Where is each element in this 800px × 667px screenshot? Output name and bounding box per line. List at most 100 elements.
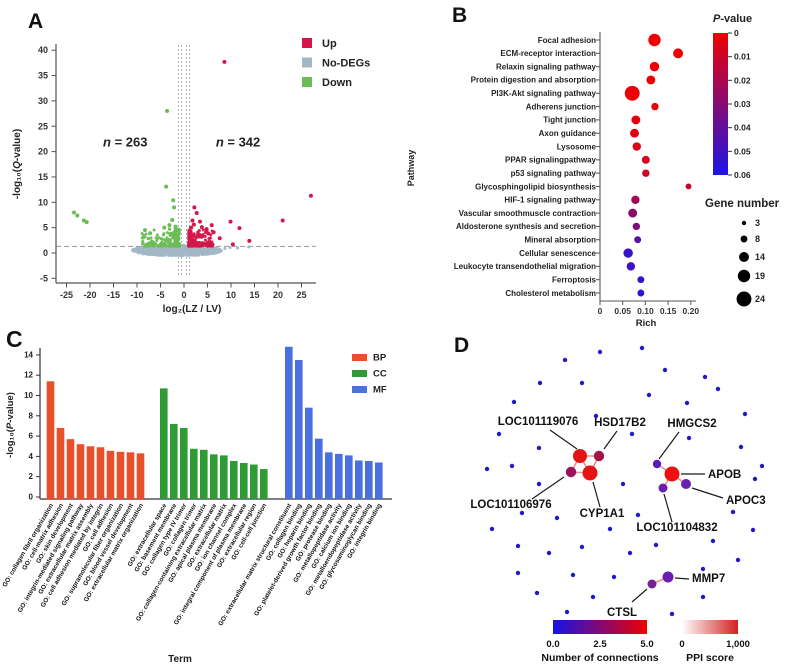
bar-cc bbox=[160, 388, 168, 499]
colorbar-tick-label: 5.0 bbox=[640, 639, 653, 650]
up-outlier-point bbox=[194, 210, 199, 215]
down-point bbox=[140, 242, 144, 246]
size-legend-dot bbox=[740, 235, 748, 243]
up-point bbox=[192, 239, 196, 243]
no-deg-point bbox=[194, 253, 198, 257]
colorbar-tick-label: 0 bbox=[679, 639, 684, 650]
label-leader-line bbox=[549, 429, 578, 450]
network-colorbar bbox=[553, 620, 647, 634]
y-tick-label: 35 bbox=[38, 71, 48, 81]
no-deg-point bbox=[162, 253, 166, 257]
pathway-label: Lysosome bbox=[557, 142, 597, 151]
no-deg-point bbox=[145, 251, 149, 255]
network-node bbox=[639, 345, 645, 351]
down-outlier-point bbox=[165, 109, 170, 114]
down-outlier-point bbox=[170, 218, 175, 223]
network-node bbox=[750, 527, 756, 533]
up-outlier-point bbox=[204, 227, 209, 232]
down-point bbox=[175, 243, 179, 247]
label-leader-line bbox=[531, 476, 565, 500]
y-tick-label: 20 bbox=[38, 147, 48, 157]
bar-mf bbox=[285, 346, 293, 499]
x-tick-label: 25 bbox=[296, 290, 306, 300]
hub-node bbox=[664, 466, 680, 482]
colorbar-tick-label: 0.06 bbox=[734, 170, 751, 180]
bar-mf bbox=[345, 455, 353, 499]
size-legend-dot bbox=[739, 252, 749, 262]
gene-label: CYP1A1 bbox=[580, 508, 625, 520]
colorbar-tick-label: 0.01 bbox=[734, 52, 751, 62]
bar-bp bbox=[76, 444, 85, 499]
hub-node bbox=[662, 571, 674, 583]
no-deg-point bbox=[212, 247, 216, 251]
no-deg-point bbox=[228, 245, 232, 250]
bar-mf bbox=[375, 462, 383, 499]
network-node bbox=[519, 510, 525, 516]
network-node bbox=[700, 594, 706, 600]
x-tick-label: 10 bbox=[226, 290, 236, 300]
no-deg-point bbox=[172, 252, 176, 256]
enrichment-dot bbox=[631, 115, 641, 125]
no-deg-point bbox=[185, 250, 189, 254]
up-point bbox=[198, 234, 202, 238]
no-deg-point bbox=[207, 251, 211, 255]
pathway-label: PI3K-Akt signaling pathway bbox=[491, 89, 596, 98]
count-annotation: n = 263 bbox=[103, 135, 147, 150]
network-node bbox=[511, 399, 517, 405]
y-axis-title: -log₁₀(P-value) bbox=[5, 392, 16, 458]
up-outlier-point bbox=[222, 59, 227, 64]
x-tick-label: 0 bbox=[181, 290, 186, 300]
no-deg-point bbox=[143, 248, 147, 252]
network-node bbox=[554, 515, 560, 521]
bar-cc bbox=[220, 455, 228, 499]
network-node bbox=[590, 594, 596, 600]
y-tick-label: 30 bbox=[38, 96, 48, 106]
pathway-label: ECM-receptor interaction bbox=[500, 49, 596, 58]
legend-label: BP bbox=[373, 353, 387, 364]
legend-swatch bbox=[302, 38, 312, 48]
up-outlier-point bbox=[280, 218, 285, 223]
bar-cc bbox=[230, 460, 238, 499]
network-node bbox=[515, 570, 521, 576]
count-annotation: n = 342 bbox=[216, 135, 260, 150]
down-point bbox=[159, 237, 163, 241]
bar-mf bbox=[325, 452, 333, 499]
x-tick-label: -15 bbox=[107, 290, 120, 300]
pathway-label: Ferroptosis bbox=[552, 275, 597, 284]
pathway-label: Tight junction bbox=[543, 116, 596, 125]
bar-mf bbox=[295, 359, 303, 499]
y-tick-label: 14 bbox=[24, 350, 33, 359]
panel-b-pathway-dot-plot: 0 0.05 0.10 0.15 0.20 Focal adhesion ECM-recep… bbox=[406, 13, 780, 329]
legend-swatch bbox=[352, 354, 367, 361]
size-legend-title: Gene number bbox=[705, 198, 780, 210]
network-node bbox=[752, 476, 758, 482]
up-point bbox=[210, 244, 214, 248]
label-leader-line bbox=[592, 481, 601, 508]
no-deg-point bbox=[136, 251, 140, 255]
up-outlier-point bbox=[308, 193, 313, 198]
no-deg-point bbox=[190, 247, 194, 251]
legend-label: Up bbox=[322, 38, 337, 50]
x-tick-label: 0.20 bbox=[683, 306, 700, 316]
down-point bbox=[144, 232, 148, 236]
down-point bbox=[171, 242, 175, 246]
no-deg-point bbox=[134, 249, 138, 253]
up-outlier-point bbox=[211, 230, 216, 235]
bar-mf bbox=[365, 460, 373, 499]
size-legend-label: 19 bbox=[755, 271, 765, 281]
down-point bbox=[155, 238, 159, 242]
hub-node bbox=[681, 479, 691, 489]
hub-node bbox=[565, 466, 577, 478]
x-tick-label: 0.05 bbox=[614, 306, 631, 316]
up-point bbox=[191, 237, 195, 241]
up-point bbox=[189, 230, 193, 234]
pathway-label: Focal adhesion bbox=[538, 36, 596, 45]
hub-node bbox=[647, 579, 657, 589]
gene-label: LOC101106976 bbox=[470, 499, 551, 511]
x-tick-label: 0.10 bbox=[637, 306, 654, 316]
network-node bbox=[653, 542, 659, 548]
x-tick-label: -10 bbox=[130, 290, 143, 300]
x-tick-label: 5 bbox=[205, 290, 210, 300]
bar-cc bbox=[250, 464, 258, 499]
